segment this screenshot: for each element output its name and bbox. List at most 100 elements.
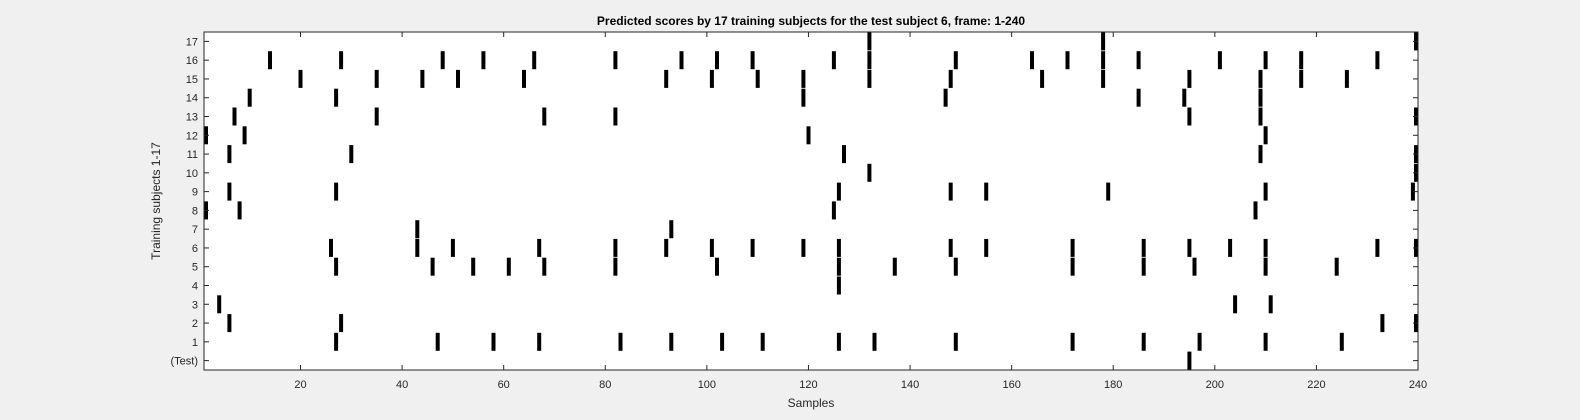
segment-mark bbox=[1040, 69, 1045, 88]
segment-mark bbox=[1253, 201, 1258, 220]
segment-mark bbox=[669, 220, 674, 239]
segment-mark bbox=[1268, 295, 1273, 314]
segment-mark bbox=[755, 69, 760, 88]
segment-mark bbox=[664, 238, 669, 257]
segment-mark bbox=[227, 182, 232, 201]
segment-mark bbox=[1187, 107, 1192, 126]
segment-mark bbox=[242, 126, 247, 145]
segment-mark bbox=[836, 332, 841, 351]
segment-mark bbox=[750, 238, 755, 257]
segment-mark bbox=[1258, 69, 1263, 88]
segment-mark bbox=[481, 51, 486, 70]
segment-mark bbox=[542, 257, 547, 276]
segment-mark bbox=[1136, 88, 1141, 107]
segment-mark bbox=[1070, 238, 1075, 257]
segment-mark bbox=[1263, 182, 1268, 201]
segment-mark bbox=[334, 332, 339, 351]
segment-mark bbox=[1070, 332, 1075, 351]
segment-mark bbox=[1263, 238, 1268, 257]
x-tick-label: 80 bbox=[599, 379, 611, 391]
segment-mark bbox=[537, 332, 542, 351]
segment-mark bbox=[491, 332, 496, 351]
segment-mark bbox=[1344, 69, 1349, 88]
segment-mark bbox=[1101, 69, 1106, 88]
segment-mark bbox=[1263, 332, 1268, 351]
segment-mark bbox=[217, 295, 222, 314]
segment-mark bbox=[1065, 51, 1070, 70]
segment-mark bbox=[334, 257, 339, 276]
segment-mark bbox=[471, 257, 476, 276]
x-tick-label: 40 bbox=[396, 379, 408, 391]
y-tick-label: 11 bbox=[187, 149, 198, 161]
segment-mark bbox=[801, 88, 806, 107]
segment-mark bbox=[831, 201, 836, 220]
segment-mark bbox=[867, 51, 872, 70]
segment-mark bbox=[984, 182, 989, 201]
segment-mark bbox=[806, 126, 811, 145]
y-tick-label: 17 bbox=[186, 36, 198, 48]
segment-mark bbox=[532, 51, 537, 70]
segment-mark bbox=[709, 69, 714, 88]
chart-title: Predicted scores by 17 training subjects… bbox=[597, 14, 1025, 28]
segment-mark bbox=[374, 107, 379, 126]
x-tick-label: 120 bbox=[799, 379, 817, 391]
segment-mark bbox=[420, 69, 425, 88]
segment-mark bbox=[953, 257, 958, 276]
segment-marks bbox=[204, 32, 1418, 370]
segment-mark bbox=[613, 51, 618, 70]
segment-mark bbox=[268, 51, 272, 70]
segment-mark bbox=[943, 88, 948, 107]
segment-mark bbox=[831, 51, 836, 70]
x-tick-label: 140 bbox=[901, 379, 919, 391]
segment-mark bbox=[948, 182, 953, 201]
plot-area bbox=[204, 32, 1418, 370]
segment-mark bbox=[892, 257, 897, 276]
segment-mark bbox=[430, 257, 435, 276]
segment-mark bbox=[715, 257, 719, 276]
segment-mark bbox=[1380, 314, 1385, 333]
segment-mark bbox=[1101, 51, 1106, 70]
y-tick-label: 13 bbox=[186, 112, 198, 124]
segment-mark bbox=[349, 145, 354, 164]
segment-mark bbox=[801, 238, 806, 257]
segment-mark bbox=[760, 332, 765, 351]
segment-mark bbox=[298, 69, 303, 88]
y-tick-label: 4 bbox=[192, 281, 198, 293]
segment-mark bbox=[1217, 51, 1222, 70]
segment-mark bbox=[953, 332, 958, 351]
segment-mark bbox=[334, 182, 339, 201]
segment-mark bbox=[1339, 332, 1344, 351]
segment-mark bbox=[1233, 295, 1238, 314]
segment-mark bbox=[1187, 238, 1192, 257]
segment-mark bbox=[1141, 332, 1146, 351]
segment-mark bbox=[1228, 238, 1233, 257]
segment-mark bbox=[1263, 126, 1268, 145]
segment-mark bbox=[867, 163, 872, 182]
x-tick-label: 100 bbox=[698, 379, 716, 391]
x-axis-label: Samples bbox=[788, 396, 835, 410]
segment-mark bbox=[613, 238, 618, 257]
segment-mark bbox=[1258, 88, 1263, 107]
segment-mark bbox=[522, 69, 526, 88]
segment-mark bbox=[1030, 51, 1034, 70]
x-tick-label: 240 bbox=[1409, 379, 1427, 391]
segment-mark bbox=[1192, 257, 1197, 276]
segment-mark bbox=[664, 69, 669, 88]
segment-mark bbox=[456, 69, 460, 88]
segment-mark bbox=[232, 107, 237, 126]
segment-mark bbox=[1375, 238, 1380, 257]
segment-mark bbox=[801, 69, 806, 88]
y-tick-label: 14 bbox=[186, 93, 198, 105]
segment-mark bbox=[1141, 257, 1146, 276]
segment-mark bbox=[1182, 88, 1187, 107]
segment-mark bbox=[669, 332, 674, 351]
segment-mark bbox=[679, 51, 684, 70]
y-tick-label: 7 bbox=[192, 224, 198, 236]
segment-mark bbox=[867, 69, 872, 88]
segment-mark bbox=[506, 257, 511, 276]
y-tick-label: (Test) bbox=[171, 356, 199, 368]
segment-mark bbox=[1334, 257, 1339, 276]
segment-mark bbox=[542, 107, 547, 126]
segment-mark bbox=[1187, 351, 1192, 370]
x-tick-label: 20 bbox=[294, 379, 306, 391]
